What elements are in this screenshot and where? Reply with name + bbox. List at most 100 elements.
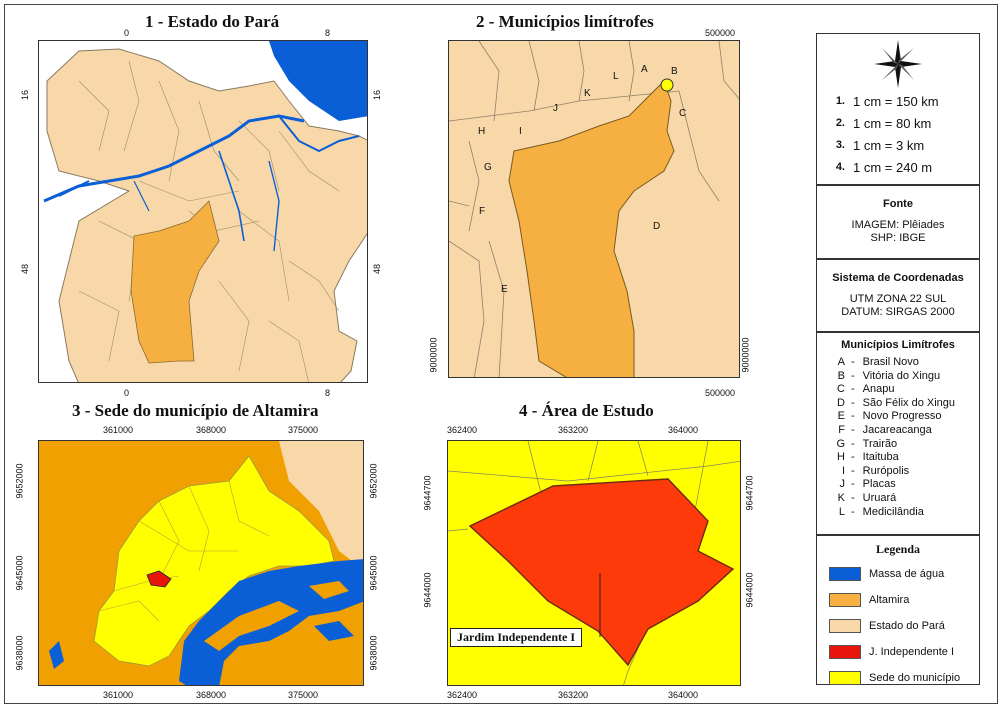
legend-swatch xyxy=(829,645,861,659)
p2-label-I: I xyxy=(519,126,522,137)
scale-row-3: 3. 1 cm = 3 km xyxy=(835,137,925,153)
panel2-title: 2 - Municípios limítrofes xyxy=(476,12,654,31)
p2-label-J: J xyxy=(553,103,558,114)
municipio-name: Medicilândia xyxy=(862,505,924,518)
north-arrow-icon xyxy=(817,38,979,90)
municipio-code: D xyxy=(837,396,845,409)
municipio-code: E xyxy=(837,410,845,423)
municipio-item: K - Uruará xyxy=(817,492,979,506)
p1-tick-top-0: 0 xyxy=(124,28,130,38)
p3-tick-top-3: 375000 xyxy=(288,425,319,435)
vitoria-xingu-marker xyxy=(660,78,674,92)
p2-label-D: D xyxy=(653,221,661,232)
legenda-list: Massa de água Altamira Estado do Pará J. In… xyxy=(817,561,979,691)
p1-tick-bot-0: 0 xyxy=(124,388,130,398)
altamira-shape xyxy=(130,200,220,364)
municipio-code: F xyxy=(838,423,845,436)
municipio-name: Vitória do Xingu xyxy=(862,369,941,382)
municipio-item: B - Vitória do Xingu xyxy=(817,370,979,384)
legend-item: Altamira xyxy=(817,587,979,613)
municipios-list: A - Brasil Novo B - Vitória do Xingu C - Anapu D -… xyxy=(817,356,979,519)
legenda-panel: Legenda Massa de água Altamira Estado do P… xyxy=(816,535,980,685)
legend-label: Estado do Pará xyxy=(869,620,945,632)
coords-line1: UTM ZONA 22 SUL xyxy=(849,293,947,305)
p4-tick-bot-2: 363200 xyxy=(558,690,589,700)
municipio-code: A xyxy=(837,356,845,368)
municipio-code: B xyxy=(837,369,845,382)
p4-tick-right-2: 9644000 xyxy=(744,572,755,608)
municipio-name: Anapu xyxy=(862,383,895,396)
municipio-code: G xyxy=(836,437,845,450)
p1-tick-left-16: 16 xyxy=(20,89,31,101)
p2-label-C: C xyxy=(679,108,687,119)
p3-tick-right-3: 9638000 xyxy=(368,635,379,671)
municipio-code: J xyxy=(839,478,846,491)
municipio-dash: - xyxy=(851,396,855,409)
legend-label: J. Independente I xyxy=(869,646,955,658)
p4-tick-left-2: 9644000 xyxy=(422,572,433,608)
municipio-item: L - Medicilândia xyxy=(817,506,979,520)
legend-item: Massa de água xyxy=(817,561,979,587)
municipio-dash: - xyxy=(851,505,855,518)
p4-tick-right-1: 9644700 xyxy=(744,475,755,511)
panel4-title: 4 - Área de Estudo xyxy=(519,401,654,420)
fonte-panel: Fonte IMAGEM: Plêiades SHP: IBGE xyxy=(816,185,980,259)
p3-tick-bot-1: 361000 xyxy=(103,690,134,700)
p3-tick-left-3: 9638000 xyxy=(14,635,25,671)
p2-label-E: E xyxy=(501,284,508,295)
p3-tick-bot-3: 375000 xyxy=(288,690,319,700)
municipio-item: H - Itaituba xyxy=(817,451,979,465)
municipio-item: A - Brasil Novo xyxy=(817,356,979,370)
fonte-line2: SHP: IBGE xyxy=(870,232,926,244)
legend-item: Estado do Pará xyxy=(817,613,979,639)
p2-label-H: H xyxy=(478,126,486,137)
map-layout-frame xyxy=(4,4,998,704)
municipio-dash: - xyxy=(851,369,855,382)
scale-row-2: 2. 1 cm = 80 km xyxy=(835,115,932,131)
municipio-code: H xyxy=(837,451,845,464)
municipio-code: C xyxy=(837,383,845,396)
municipio-name: Trairão xyxy=(862,437,898,450)
p2-tick-bottom: 500000 xyxy=(705,388,736,398)
municipio-name: Uruará xyxy=(862,491,897,504)
municipio-name: Itaituba xyxy=(862,451,899,464)
p4-jardim-shape xyxy=(468,478,735,667)
p2-label-A: A xyxy=(641,64,648,75)
legend-item: Sede do município xyxy=(817,665,979,691)
p2-label-B: B xyxy=(671,66,678,77)
p4-tick-top-2: 363200 xyxy=(558,425,589,435)
legend-item: J. Independente I xyxy=(817,639,979,665)
p3-tick-top-1: 361000 xyxy=(103,425,134,435)
municipio-name: São Félix do Xingu xyxy=(862,396,956,409)
municipio-name: Rurópolis xyxy=(862,464,910,477)
p4-tick-top-1: 362400 xyxy=(447,425,478,435)
p3-tick-left-2: 9645000 xyxy=(14,555,25,591)
municipio-dash: - xyxy=(851,410,855,423)
p3-tick-left-1: 9652000 xyxy=(14,463,25,499)
p2-altamira-shape xyxy=(508,80,675,377)
municipio-code: L xyxy=(838,505,845,518)
municipio-dash: - xyxy=(851,356,855,368)
municipio-item: D - São Félix do Xingu xyxy=(817,397,979,411)
coords-panel: Sistema de Coordenadas UTM ZONA 22 SUL D… xyxy=(816,259,980,332)
legend-swatch xyxy=(829,593,861,607)
municipios-title: Municípios Limítrofes xyxy=(841,339,955,351)
p2-tick-left: 9000000 xyxy=(428,337,439,373)
legend-label: Massa de água xyxy=(869,568,945,580)
p2-tick-right: 9000000 xyxy=(740,337,751,373)
municipio-name: Jacareacanga xyxy=(862,423,932,436)
municipios-panel: Municípios Limítrofes A - Brasil Novo B - Vit… xyxy=(816,332,980,535)
p3-tick-right-1: 9652000 xyxy=(368,463,379,499)
panel2-map-municipios xyxy=(448,40,740,378)
municipio-dash: - xyxy=(851,423,855,436)
p3-jardim-shape xyxy=(146,570,172,588)
panel4-map-area-estudo xyxy=(447,440,741,686)
municipio-item: F - Jacareacanga xyxy=(817,424,979,438)
p2-label-K: K xyxy=(584,88,591,99)
fonte-title: Fonte xyxy=(883,198,913,210)
p4-tick-left-1: 9644700 xyxy=(422,475,433,511)
p4-tick-top-3: 364000 xyxy=(668,425,699,435)
municipio-item: G - Trairão xyxy=(817,438,979,452)
municipio-dash: - xyxy=(851,464,855,477)
p4-tick-bot-3: 364000 xyxy=(668,690,699,700)
